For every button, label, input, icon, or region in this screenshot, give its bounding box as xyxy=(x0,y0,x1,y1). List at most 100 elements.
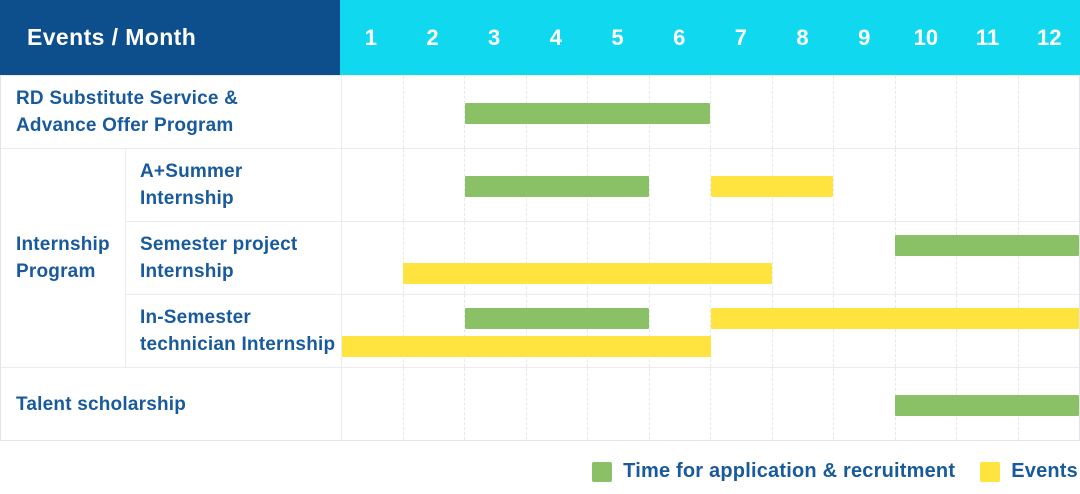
month-gridline xyxy=(342,222,403,294)
month-gridline xyxy=(648,149,711,221)
month-gridline xyxy=(464,222,526,294)
gantt-body: RD Substitute Service & Advance Offer Pro… xyxy=(0,75,1080,441)
legend-label-events: Events xyxy=(1011,460,1078,482)
legend-item-events: Events xyxy=(980,460,1078,483)
chart-row-a-plus-summer-internship xyxy=(341,148,1079,221)
application-bar xyxy=(894,235,1079,256)
month-header-4: 4 xyxy=(549,24,562,50)
month-gridline xyxy=(464,368,526,440)
label-line: Program xyxy=(16,261,96,282)
month-gridline xyxy=(402,149,465,221)
month-gridline xyxy=(894,76,957,148)
month-gridline xyxy=(1017,295,1080,367)
month-header-11: 11 xyxy=(975,24,1000,50)
month-gridline xyxy=(956,295,1018,367)
legend-swatch-application xyxy=(592,461,613,482)
label-line: A+Summer xyxy=(140,161,243,182)
month-header-12: 12 xyxy=(1036,24,1062,50)
label-line: Internship xyxy=(16,234,110,255)
legend-label-application: Time for application & recruitment xyxy=(623,460,956,482)
month-gridline xyxy=(648,222,711,294)
month-gridline xyxy=(525,222,588,294)
month-gridline xyxy=(833,76,895,148)
label-line: Talent scholarship xyxy=(16,393,187,415)
month-gridline xyxy=(710,295,772,367)
month-gridline xyxy=(587,295,649,367)
label-line: In-Semester xyxy=(140,307,251,328)
month-gridline xyxy=(894,295,957,367)
month-header-3: 3 xyxy=(488,24,501,50)
month-header-2: 2 xyxy=(426,24,439,50)
month-gridline xyxy=(956,149,1018,221)
month-gridline xyxy=(402,295,465,367)
application-bar xyxy=(464,308,650,329)
month-gridline xyxy=(771,368,834,440)
month-gridline xyxy=(402,76,465,148)
label-line: Internship xyxy=(140,188,234,209)
chart-row-in-semester-technician-internship xyxy=(341,294,1079,367)
month-gridline xyxy=(710,222,772,294)
month-gridline xyxy=(587,222,649,294)
gantt-schedule-table: Events / Month 1 2 3 4 5 6 7 8 9 10 11 12 RD Substi… xyxy=(0,0,1080,441)
month-gridline xyxy=(464,295,526,367)
group-label-internship-program: Internship Program xyxy=(1,148,125,367)
month-gridline xyxy=(648,295,711,367)
month-header-8: 8 xyxy=(796,24,809,50)
month-gridline xyxy=(342,149,403,221)
month-header-7: 7 xyxy=(734,24,747,50)
month-gridlines xyxy=(342,295,1079,367)
month-gridline xyxy=(402,222,465,294)
months-header: 1 2 3 4 5 6 7 8 9 10 11 12 xyxy=(340,0,1080,75)
month-gridline xyxy=(833,149,895,221)
legend-item-application: Time for application & recruitment xyxy=(592,460,955,483)
events-bar xyxy=(710,308,1079,329)
header-row: Events / Month 1 2 3 4 5 6 7 8 9 10 11 12 xyxy=(0,0,1080,75)
month-gridline xyxy=(771,222,834,294)
month-gridline xyxy=(771,76,834,148)
month-gridline xyxy=(956,222,1018,294)
month-gridline xyxy=(710,149,772,221)
label-line: Internship xyxy=(140,261,234,282)
row-label-semester-project-internship: Semester project Internship xyxy=(125,221,341,294)
month-gridline xyxy=(833,295,895,367)
row-label-talent-scholarship: Talent scholarship xyxy=(1,367,341,440)
month-header-10: 10 xyxy=(913,24,939,50)
month-gridline xyxy=(710,368,772,440)
row-label-rd-substitute-service: RD Substitute Service & Advance Offer Pro… xyxy=(1,75,341,148)
month-header-1: 1 xyxy=(364,24,377,50)
label-line: RD Substitute Service & xyxy=(16,88,239,109)
month-gridline xyxy=(833,222,895,294)
month-gridline xyxy=(342,76,403,148)
month-gridline xyxy=(710,76,772,148)
month-gridline xyxy=(525,368,588,440)
chart-row-rd-substitute-service xyxy=(341,75,1079,148)
row-label-a-plus-summer-internship: A+Summer Internship xyxy=(125,148,341,221)
corner-header-label: Events / Month xyxy=(27,24,197,50)
chart-row-talent-scholarship xyxy=(341,367,1079,440)
application-bar xyxy=(464,103,711,124)
month-header-6: 6 xyxy=(673,24,686,50)
month-gridline xyxy=(1017,222,1080,294)
legend: Time for application & recruitment Events xyxy=(0,460,1080,483)
legend-swatch-events xyxy=(980,461,1001,482)
month-gridline xyxy=(464,76,526,148)
events-bar xyxy=(710,176,834,197)
month-gridline xyxy=(1017,76,1080,148)
month-gridlines xyxy=(342,76,1079,148)
chart-row-semester-project-internship xyxy=(341,221,1079,294)
events-bar xyxy=(403,263,772,284)
month-gridline xyxy=(464,149,526,221)
month-gridline xyxy=(894,222,957,294)
row-label-in-semester-technician-internship: In-Semester technician Internship xyxy=(125,294,341,367)
month-gridline xyxy=(648,368,711,440)
month-gridline xyxy=(1017,149,1080,221)
month-gridline xyxy=(587,368,649,440)
month-gridline xyxy=(833,368,895,440)
application-bar xyxy=(464,176,650,197)
label-line: Semester project xyxy=(140,234,298,255)
month-gridline xyxy=(402,368,465,440)
month-gridline xyxy=(525,295,588,367)
corner-header-cell: Events / Month xyxy=(0,0,340,75)
label-line: Advance Offer Program xyxy=(16,115,234,136)
events-bar xyxy=(342,336,711,357)
